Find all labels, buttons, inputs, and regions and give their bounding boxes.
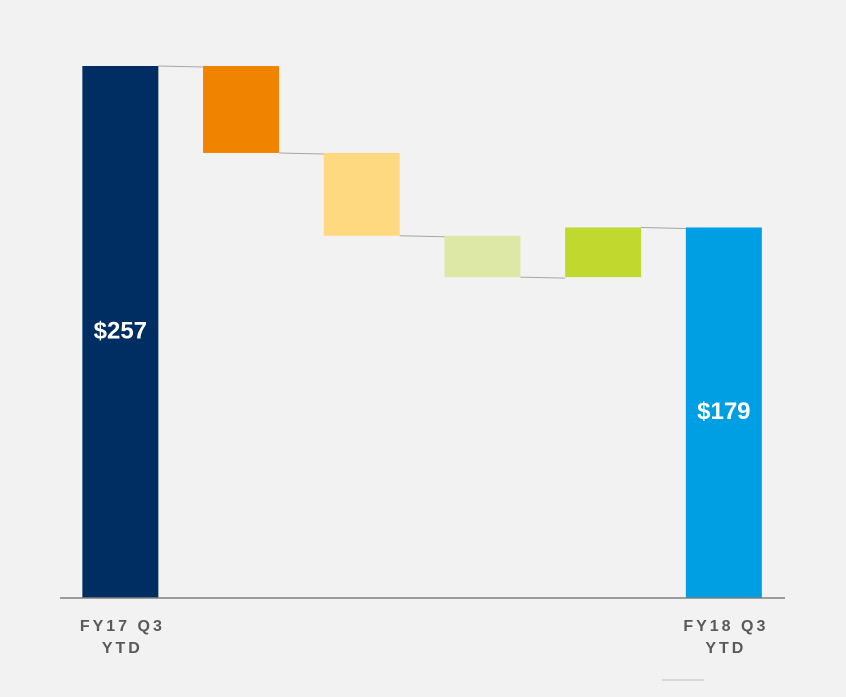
bar bbox=[565, 227, 642, 278]
bar bbox=[82, 66, 159, 598]
x-tick-label: FY17 Q3 YTD bbox=[79, 618, 165, 657]
connector bbox=[520, 276, 566, 279]
bar bbox=[323, 152, 400, 236]
value-label: $179 bbox=[697, 398, 750, 425]
x-tick-label: FY18 Q3 YTD bbox=[683, 618, 769, 657]
connector bbox=[279, 152, 324, 155]
bar bbox=[203, 66, 280, 153]
bar bbox=[444, 235, 521, 278]
connector bbox=[641, 226, 686, 229]
connector bbox=[399, 235, 445, 238]
bar bbox=[685, 227, 762, 599]
value-label: $257 bbox=[94, 317, 147, 344]
connector bbox=[158, 65, 204, 68]
